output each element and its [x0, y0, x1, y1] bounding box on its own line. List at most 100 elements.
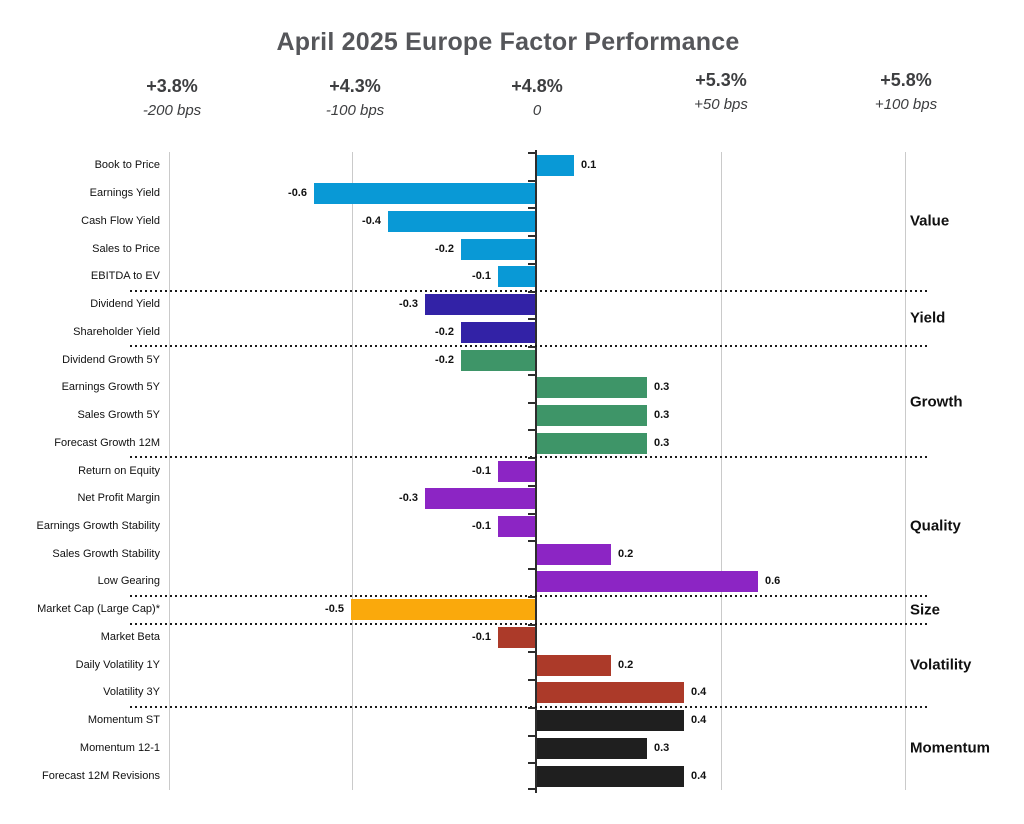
zero-tick	[528, 401, 535, 404]
axis-tick-bps: -100 bps	[325, 102, 385, 119]
bar-value-label: -0.1	[472, 519, 491, 532]
axis-tick-pct: +5.8%	[880, 70, 932, 90]
bar-value-label: -0.3	[399, 492, 418, 505]
zero-tick	[528, 706, 535, 709]
factor-label: Forecast 12M Revisions	[42, 769, 160, 782]
factor-label: Dividend Growth 5Y	[62, 353, 160, 366]
factor-label: Net Profit Margin	[77, 492, 160, 505]
factor-bar	[314, 183, 535, 205]
axis-tick: +3.8% -200 bps	[143, 76, 201, 119]
factor-label: Dividend Yield	[90, 298, 160, 311]
factor-label: EBITDA to EV	[90, 270, 160, 283]
gridline	[352, 152, 353, 790]
factor-bar	[537, 543, 611, 565]
zero-tick	[528, 788, 535, 790]
factor-label: Earnings Yield	[89, 187, 160, 200]
group-label: Quality	[910, 517, 961, 535]
zero-tick	[528, 235, 535, 238]
factor-bar	[537, 405, 647, 427]
factor-label: Shareholder Yield	[73, 325, 160, 338]
bar-value-label: -0.1	[472, 630, 491, 643]
group-label: Size	[910, 601, 941, 619]
factor-label: Cash Flow Yield	[81, 214, 160, 227]
gridline	[905, 152, 906, 790]
bar-value-label: -0.6	[288, 187, 307, 200]
axis-tick-pct: +5.3%	[695, 70, 747, 90]
factor-label: Return on Equity	[78, 464, 160, 477]
bar-value-label: 0.4	[691, 714, 707, 727]
bar-value-label: 0.3	[654, 741, 670, 754]
bar-value-label: -0.2	[435, 325, 454, 338]
axis-tick: +5.3% +50 bps	[694, 70, 748, 113]
zero-tick	[528, 207, 535, 210]
group-label: Momentum	[910, 739, 990, 757]
bar-value-label: 0.2	[618, 658, 634, 671]
bar-value-label: 0.1	[581, 159, 597, 172]
bar-value-label: 0.4	[691, 686, 707, 699]
factor-bar	[537, 654, 611, 676]
factor-label: Daily Volatility 1Y	[75, 658, 160, 671]
zero-tick	[528, 262, 535, 265]
bar-value-label: -0.2	[435, 353, 454, 366]
factor-bar	[351, 599, 535, 621]
factor-label: Earnings Growth Stability	[36, 519, 161, 532]
zero-tick	[528, 429, 535, 432]
factor-label: Sales to Price	[92, 242, 160, 255]
factor-bar	[461, 238, 535, 260]
factor-label: Sales Growth Stability	[52, 547, 160, 560]
bar-value-label: 0.2	[618, 547, 634, 560]
group-label: Yield	[910, 309, 946, 327]
factor-bar	[537, 571, 758, 593]
factor-bar	[498, 460, 535, 482]
zero-tick	[528, 568, 535, 571]
factor-label: Low Gearing	[97, 575, 160, 588]
factor-label: Market Beta	[100, 630, 160, 643]
bar-value-label: 0.3	[654, 436, 670, 449]
bar-value-label: 0.6	[765, 575, 781, 588]
axis-tick-bps: -200 bps	[142, 102, 202, 119]
axis-tick-bps: +50 bps	[694, 96, 748, 113]
zero-tick	[528, 512, 535, 515]
zero-tick	[528, 373, 535, 376]
zero-tick	[528, 318, 535, 321]
zero-tick	[528, 595, 535, 598]
axis-tick-bps: 0	[532, 102, 542, 119]
gridline	[721, 152, 722, 790]
bar-value-label: -0.1	[472, 270, 491, 283]
bar-value-label: -0.2	[435, 242, 454, 255]
factor-bar	[461, 349, 535, 371]
factor-label: Forecast Growth 12M	[54, 436, 160, 449]
factor-label: Momentum 12-1	[79, 741, 160, 754]
zero-tick	[528, 623, 535, 626]
factor-bar	[498, 626, 535, 648]
factor-bar	[537, 765, 684, 787]
factor-bar	[498, 266, 535, 288]
factor-bar	[461, 321, 535, 343]
zero-axis-line	[535, 150, 537, 793]
factor-label: Book to Price	[94, 159, 160, 172]
group-label: Volatility	[910, 656, 972, 674]
factor-label: Earnings Growth 5Y	[61, 381, 160, 394]
factor-bar	[425, 488, 535, 510]
axis-tick: +4.8% 0	[511, 76, 563, 119]
factor-bar	[498, 515, 535, 537]
gridline	[169, 152, 170, 790]
zero-tick	[528, 540, 535, 543]
factor-bar	[537, 682, 684, 704]
axis-tick: +5.8% +100 bps	[875, 70, 937, 113]
axis-tick-bps: +100 bps	[874, 96, 938, 113]
bar-value-label: 0.3	[654, 381, 670, 394]
axis-tick: +4.3% -100 bps	[326, 76, 384, 119]
group-label: Growth	[910, 393, 963, 411]
zero-tick	[528, 346, 535, 349]
axis-tick-pct: +4.8%	[511, 76, 563, 96]
factor-bar	[537, 432, 647, 454]
axis-tick-pct: +4.3%	[329, 76, 381, 96]
zero-tick	[528, 152, 535, 154]
zero-tick	[528, 734, 535, 737]
bar-value-label: 0.3	[654, 409, 670, 422]
zero-tick	[528, 290, 535, 293]
factor-bar	[425, 294, 535, 316]
bar-value-label: -0.3	[399, 298, 418, 311]
group-label: Value	[910, 212, 950, 230]
